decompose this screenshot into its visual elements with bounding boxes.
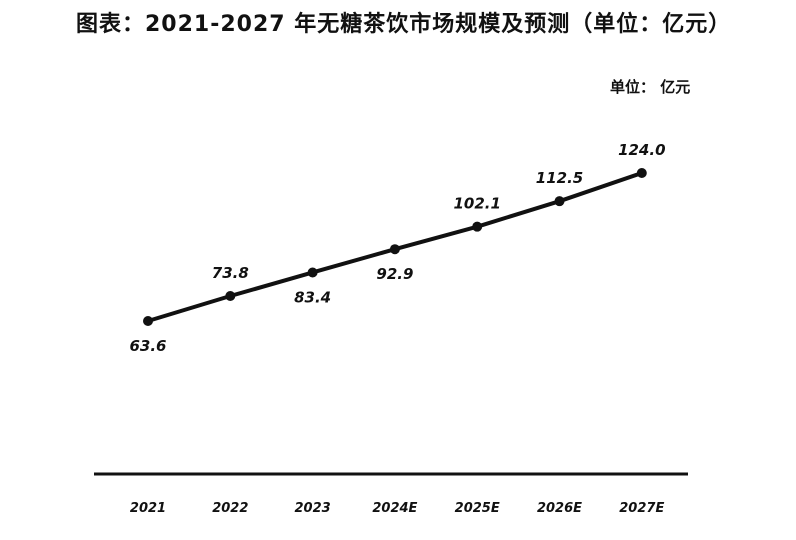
data-point-2026E [554, 196, 565, 207]
x-tick-label-2024E: 2024E [372, 501, 417, 516]
data-label-2022: 73.8 [212, 264, 249, 282]
data-points [143, 168, 647, 326]
data-label-2023: 83.4 [294, 288, 331, 306]
data-labels: 63.6 73.8 83.4 92.9 102.1 112.5 124.0 [129, 141, 665, 355]
data-point-2021 [143, 316, 153, 326]
data-point-2027E [636, 168, 647, 178]
data-label-2021: 63.6 [129, 337, 166, 355]
chart-title: 图表：2021-2027 年无糖茶饮市场规模及预测（单位：亿元） [76, 12, 732, 37]
unit-label: 单位： 亿元 [610, 78, 691, 96]
data-point-2023 [307, 267, 318, 278]
data-point-2024E [389, 244, 400, 255]
x-tick-label-2022: 2022 [212, 501, 248, 516]
data-label-2025E: 102.1 [453, 195, 500, 213]
data-label-2024E: 92.9 [376, 265, 413, 283]
x-tick-label-2023: 2023 [295, 501, 331, 516]
data-point-2022 [225, 291, 236, 302]
x-tick-label-2027E: 2027E [619, 501, 664, 516]
x-tick-labels: 2021 2022 2023 2024E 2025E 2026E 2027E [130, 501, 665, 516]
data-point-2025E [472, 221, 483, 232]
x-tick-label-2021: 2021 [130, 501, 166, 516]
data-label-2027E: 124.0 [618, 141, 665, 159]
x-tick-label-2025E: 2025E [455, 501, 500, 516]
data-label-2026E: 112.5 [536, 169, 583, 187]
x-tick-label-2026E: 2026E [537, 501, 582, 516]
